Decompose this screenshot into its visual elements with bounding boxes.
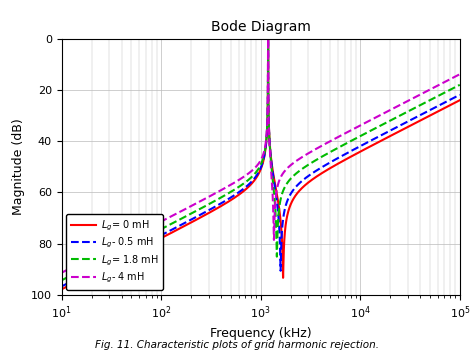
$L_g$= 0 mH — [312, 176, 318, 180]
$L_g$- 4 mH — [375, 114, 381, 118]
$L_g$= 0 mH — [79, 277, 84, 281]
$L_g$- 0.5 mH — [312, 170, 318, 174]
Text: Fig. 11. Characteristic plots of grid harmonic rejection.: Fig. 11. Characteristic plots of grid ha… — [95, 340, 379, 350]
$L_g$= 0 mH — [457, 98, 463, 102]
$L_g$= 0 mH — [375, 140, 381, 144]
X-axis label: Frequency (kHz): Frequency (kHz) — [210, 327, 311, 339]
$L_g$= 1.8 mH — [294, 170, 300, 175]
Line: $L_g$- 0.5 mH: $L_g$- 0.5 mH — [62, 22, 460, 286]
$L_g$= 1.8 mH — [354, 136, 360, 140]
$L_g$- 0.5 mH — [294, 183, 300, 187]
Title: Bode Diagram: Bode Diagram — [211, 20, 310, 34]
$L_g$- 4 mH — [294, 158, 300, 162]
Line: $L_g$= 0 mH: $L_g$= 0 mH — [62, 22, 460, 289]
$L_g$- 4 mH — [312, 148, 318, 152]
$L_g$- 0.5 mH — [203, 210, 209, 214]
$L_g$= 0 mH — [354, 151, 360, 155]
$L_g$= 0 mH — [294, 191, 300, 195]
$L_g$- 0.5 mH — [79, 274, 84, 278]
$L_g$= 1.8 mH — [312, 159, 318, 163]
Y-axis label: Magnitude (dB): Magnitude (dB) — [12, 119, 25, 215]
$L_g$- 4 mH — [265, 20, 271, 24]
$L_g$- 4 mH — [457, 72, 463, 76]
$L_g$- 0.5 mH — [375, 135, 381, 139]
$L_g$- 0.5 mH — [354, 146, 360, 150]
Line: $L_g$= 1.8 mH: $L_g$= 1.8 mH — [62, 22, 460, 280]
$L_g$= 1.8 mH — [79, 268, 84, 272]
$L_g$= 1.8 mH — [375, 125, 381, 129]
$L_g$= 0 mH — [59, 287, 64, 291]
$L_g$= 1.8 mH — [457, 83, 463, 87]
$L_g$- 4 mH — [59, 271, 64, 275]
$L_g$- 4 mH — [79, 260, 84, 264]
$L_g$= 0 mH — [265, 20, 271, 24]
$L_g$= 1.8 mH — [59, 278, 64, 283]
$L_g$= 0 mH — [203, 213, 209, 217]
Legend: $L_g$= 0 mH, $L_g$- 0.5 mH, $L_g$= 1.8 mH, $L_g$- 4 mH: $L_g$= 0 mH, $L_g$- 0.5 mH, $L_g$= 1.8 m… — [66, 214, 163, 290]
$L_g$- 4 mH — [203, 196, 209, 201]
$L_g$- 0.5 mH — [265, 20, 271, 24]
$L_g$- 0.5 mH — [59, 284, 64, 289]
$L_g$= 1.8 mH — [265, 20, 271, 24]
$L_g$- 4 mH — [354, 125, 360, 129]
$L_g$- 0.5 mH — [457, 93, 463, 97]
$L_g$= 1.8 mH — [203, 204, 209, 208]
Line: $L_g$- 4 mH: $L_g$- 4 mH — [62, 22, 460, 273]
